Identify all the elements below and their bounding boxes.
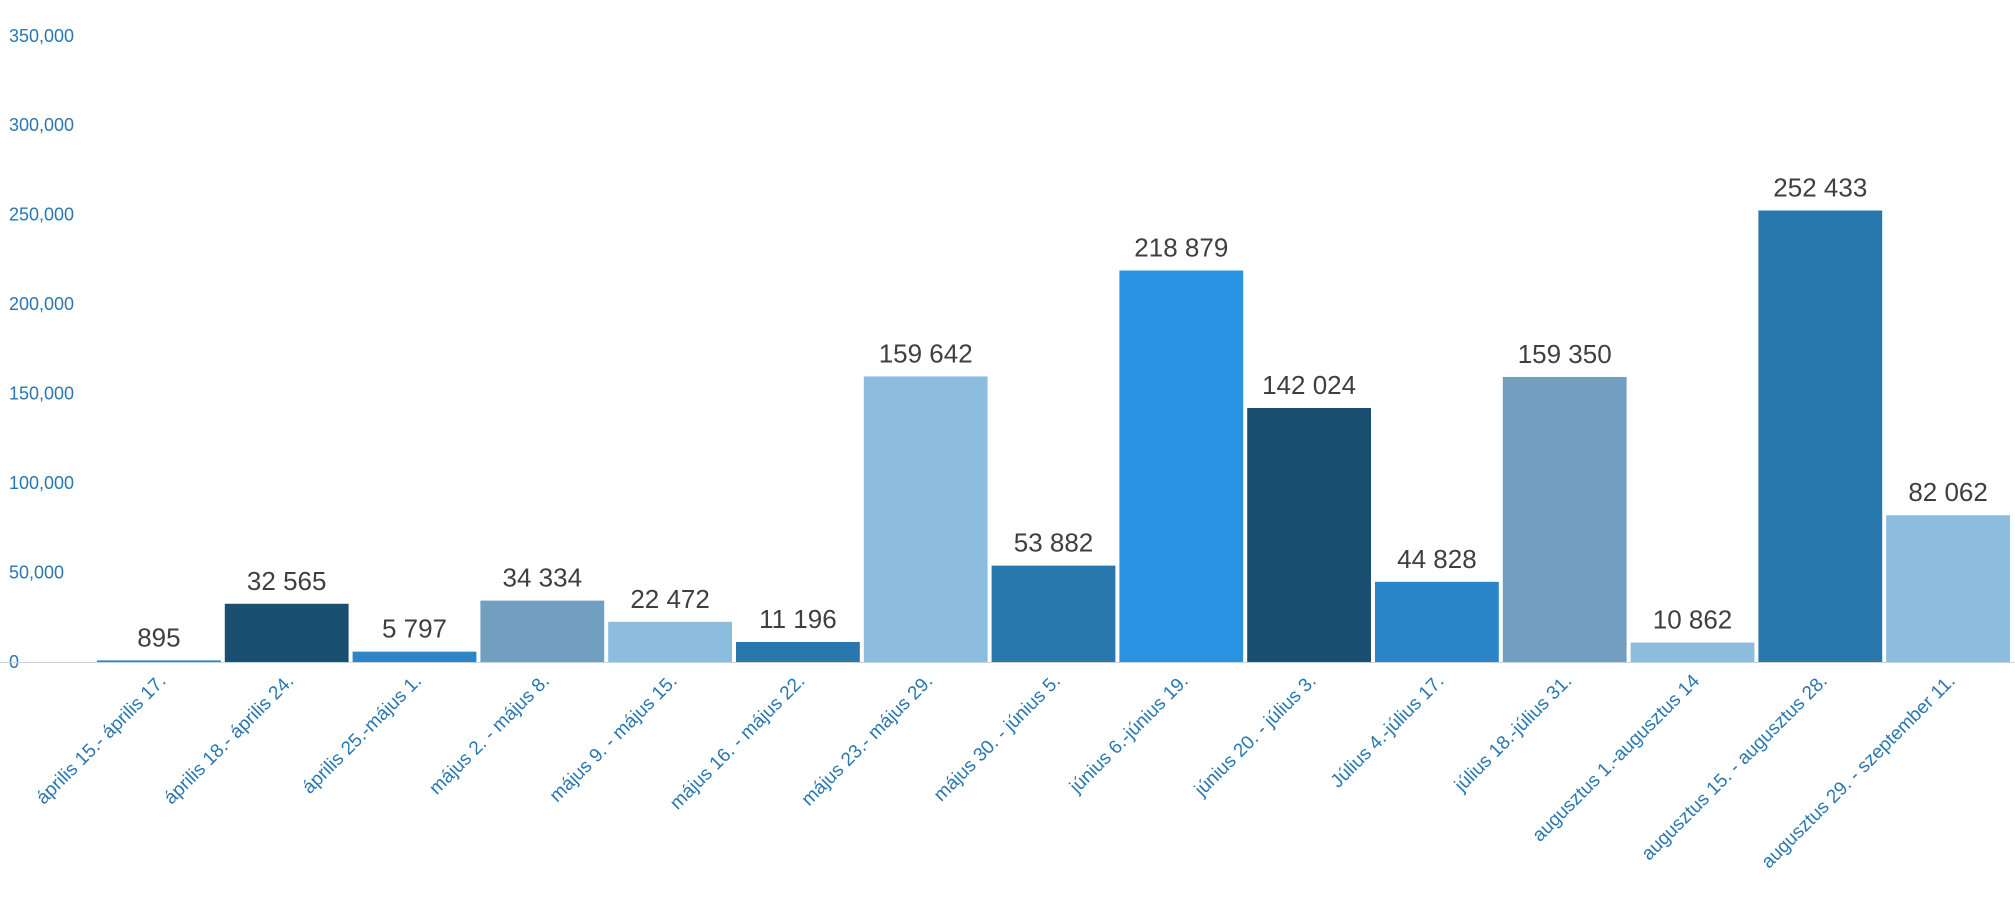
- data-label: 5 797: [382, 614, 447, 644]
- data-label: 53 882: [1014, 528, 1094, 558]
- bar: [1758, 210, 1883, 662]
- y-tick-label: 150,000: [9, 383, 74, 403]
- x-tick-label: Július 4.-július 17.: [1327, 671, 1449, 793]
- data-label: 32 565: [247, 566, 327, 596]
- bars: [97, 210, 2010, 662]
- x-tick-label: május 9. - május 15.: [546, 671, 682, 807]
- bar: [97, 660, 221, 662]
- data-label: 159 350: [1518, 339, 1612, 369]
- y-tick-label: 50,000: [9, 562, 64, 582]
- data-label: 10 862: [1653, 605, 1733, 635]
- x-tick-label: április 18.- április 24.: [160, 671, 298, 809]
- bar: [863, 376, 988, 662]
- y-tick-label: 100,000: [9, 473, 74, 493]
- bar: [1630, 642, 1755, 662]
- y-tick-label: 350,000: [9, 26, 74, 46]
- data-label: 895: [137, 622, 180, 652]
- bar: [480, 600, 605, 662]
- x-tick-label: május 16. - május 22.: [666, 671, 809, 814]
- data-label: 11 196: [759, 604, 837, 634]
- x-tick-label: április 25.-május 1.: [298, 671, 426, 799]
- data-labels: 895 32 565 5 797 34 334 22 472 11 196 159 642 5…: [137, 173, 1988, 653]
- y-tick-label: 0: [9, 652, 19, 672]
- data-label: 218 879: [1134, 233, 1228, 263]
- bar: [1375, 581, 1499, 662]
- data-label: 34 334: [503, 563, 583, 593]
- bar: [1886, 515, 2010, 662]
- data-label: 142 024: [1262, 370, 1356, 400]
- bar: [991, 565, 1116, 662]
- data-label: 159 642: [879, 338, 973, 368]
- bar: [1119, 270, 1244, 662]
- bar: [1247, 407, 1371, 662]
- bar: [1502, 376, 1627, 662]
- y-tick-label: 300,000: [9, 115, 74, 135]
- bar: [608, 621, 732, 662]
- bar: [224, 603, 349, 662]
- bar: [352, 651, 477, 662]
- x-tick-label: június 20. - július 3.: [1190, 671, 1321, 802]
- x-tick-label: július 18.-július 31.: [1450, 671, 1576, 797]
- y-tick-label: 250,000: [9, 205, 74, 225]
- data-label: 252 433: [1773, 173, 1867, 203]
- data-label: 44 828: [1397, 544, 1477, 574]
- data-label: 82 062: [1908, 477, 1988, 507]
- x-tick-label: május 2. - május 8.: [425, 671, 553, 799]
- x-tick-label: április 15.- április 17.: [32, 671, 170, 809]
- x-axis-ticks: április 15.- április 17.április 18.- ápr…: [32, 670, 1959, 872]
- y-axis-ticks: 0 50,000 100,000 150,000 200,000 250,000 300,0…: [9, 26, 74, 672]
- bar: [736, 641, 860, 662]
- x-tick-label: május 23.- május 29.: [798, 671, 938, 811]
- y-tick-label: 200,000: [9, 294, 74, 314]
- x-tick-label: június 6.-június 19.: [1065, 671, 1193, 799]
- data-label: 22 472: [630, 584, 710, 614]
- x-tick-label: május 30. - június 5.: [930, 671, 1065, 806]
